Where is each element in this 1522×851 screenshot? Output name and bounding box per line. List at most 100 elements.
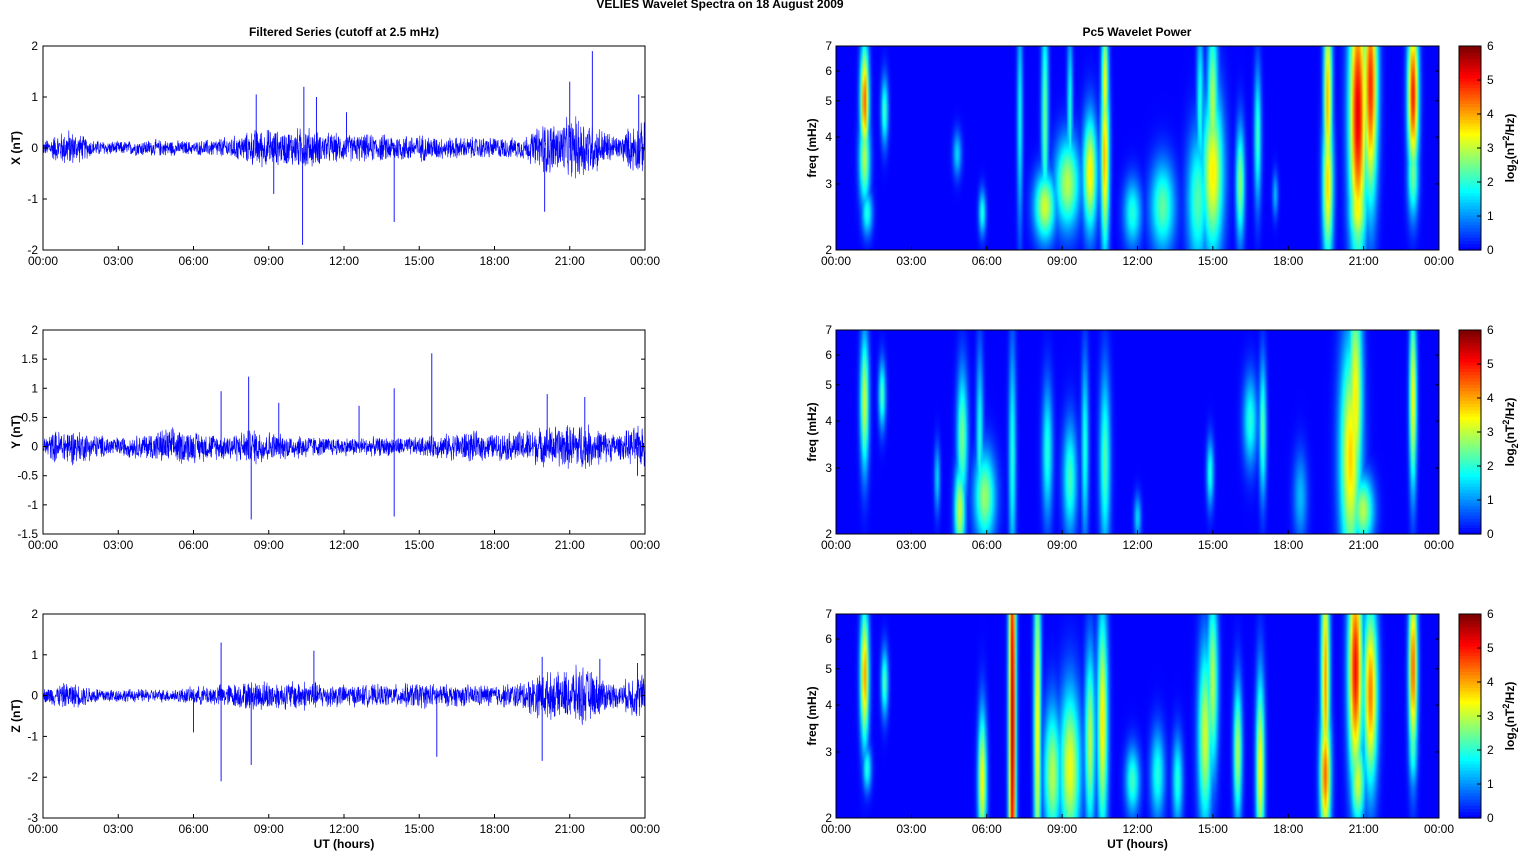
colorbar-tick-label: 0 — [1487, 811, 1494, 825]
colorbar-swatch — [1459, 211, 1481, 216]
colorbar-tick-label: 1 — [1487, 209, 1494, 223]
wavelet-power-panel-3: 2 3 4 5 6 7 00:00 03:00 06:00 09:00 12:00 15:00 18:0… — [805, 607, 1520, 836]
y-tick-label: -1 — [27, 729, 38, 743]
series-line — [42, 116, 646, 179]
colorbar-swatch — [1459, 132, 1481, 136]
colorbar-swatch — [1459, 444, 1481, 449]
colorbar-swatch — [1459, 763, 1481, 768]
heatmap-x-tick-label: 03:00 — [896, 254, 926, 268]
line-x-tick-label: 06:00 — [178, 254, 208, 268]
colorbar-swatch — [1459, 495, 1481, 500]
y-tick-label: -1 — [27, 498, 38, 512]
y-tick-label: 6 — [825, 348, 832, 362]
colorbar-swatch — [1459, 425, 1481, 430]
colorbar-swatch — [1459, 457, 1481, 462]
y-tick-label: 3 — [825, 177, 832, 191]
line-x-tick-label: 09:00 — [254, 538, 284, 552]
line-x-tick-label: 06:00 — [178, 822, 208, 836]
colorbar-swatch — [1459, 435, 1481, 439]
colorbar-swatch — [1459, 633, 1481, 637]
colorbar-swatch — [1459, 738, 1481, 743]
colorbar-swatch — [1459, 802, 1481, 806]
y-tick-label: 3 — [825, 461, 832, 475]
colorbar-label-part: 2 — [1501, 420, 1511, 425]
colorbar-swatch — [1459, 524, 1481, 529]
colorbar-swatch — [1459, 422, 1481, 427]
y-tick-label: 2 — [825, 811, 832, 825]
colorbar-tick-label: 2 — [1487, 743, 1494, 757]
colorbar-swatch — [1459, 498, 1481, 503]
colorbar-swatch — [1459, 760, 1481, 765]
heatmap-x-tick-label: 15:00 — [1198, 254, 1228, 268]
y-tick-label: 4 — [825, 698, 832, 712]
y-tick-label: 0 — [31, 689, 38, 703]
heatmap-x-tick-label: 12:00 — [1122, 822, 1152, 836]
colorbar-swatch — [1459, 170, 1481, 175]
colorbar-swatch — [1459, 731, 1481, 736]
colorbar-swatch — [1459, 52, 1481, 57]
colorbar-swatch — [1459, 779, 1481, 784]
colorbar-swatch — [1459, 141, 1481, 146]
heatmap-x-tick-label: 18:00 — [1273, 254, 1303, 268]
line-x-tick-label: 09:00 — [254, 254, 284, 268]
colorbar-swatch — [1459, 339, 1481, 344]
colorbar-swatch — [1459, 652, 1481, 657]
colorbar-tick-label: 6 — [1487, 39, 1494, 53]
colorbar-tick-label: 4 — [1487, 107, 1494, 121]
colorbar-swatch — [1459, 199, 1481, 203]
colorbar-swatch — [1459, 342, 1481, 347]
colorbar-swatch — [1459, 234, 1481, 238]
colorbar-swatch — [1459, 160, 1481, 165]
y-tick-label: 0 — [31, 440, 38, 454]
right-x-axis-label: UT (hours) — [1107, 837, 1168, 851]
colorbar-swatch — [1459, 722, 1481, 727]
filtered-series-panel-z: -3 -2 -1 0 1 2 00:00 03:00 06:00 09:00 12:00 15:00 1… — [9, 607, 660, 836]
colorbar-swatch — [1459, 361, 1481, 366]
y-tick-label: 3 — [825, 745, 832, 759]
y-tick-label: 0.5 — [21, 410, 38, 424]
colorbar-swatch — [1459, 479, 1481, 484]
colorbar-swatch — [1459, 202, 1481, 206]
colorbar-swatch — [1459, 770, 1481, 774]
colorbar-swatch — [1459, 661, 1481, 666]
colorbar-swatch — [1459, 49, 1481, 53]
colorbar-label-part: log — [1503, 448, 1517, 466]
colorbar-swatch — [1459, 144, 1481, 149]
heatmap-x-tick-label: 15:00 — [1198, 538, 1228, 552]
heatmap-x-tick-label: 21:00 — [1349, 822, 1379, 836]
line-x-tick-label: 15:00 — [404, 538, 434, 552]
colorbar-swatch — [1459, 106, 1481, 111]
y-tick-label: 2 — [31, 607, 38, 621]
colorbar-swatch — [1459, 614, 1481, 618]
colorbar-swatch — [1459, 782, 1481, 787]
colorbar-tick-label: 4 — [1487, 675, 1494, 689]
colorbar-tick-label: 0 — [1487, 243, 1494, 257]
line-x-tick-label: 21:00 — [555, 254, 585, 268]
colorbar-swatch — [1459, 221, 1481, 226]
y-tick-label: 0 — [31, 141, 38, 155]
y-axis-label: Y (nT) — [9, 415, 23, 449]
colorbar-swatch — [1459, 390, 1481, 395]
y-tick-label: -2 — [27, 770, 38, 784]
wavelet-power-image — [836, 46, 1439, 250]
colorbar-swatch — [1459, 138, 1481, 143]
colorbar-swatch — [1459, 642, 1481, 647]
colorbar-swatch — [1459, 700, 1481, 704]
colorbar-swatch — [1459, 754, 1481, 759]
colorbar-tick-label: 6 — [1487, 323, 1494, 337]
colorbar-label-part: (nT — [1503, 708, 1517, 727]
line-x-tick-label: 18:00 — [479, 254, 509, 268]
colorbar-swatch — [1459, 100, 1481, 104]
colorbar-swatch — [1459, 112, 1481, 117]
colorbar-swatch — [1459, 441, 1481, 446]
colorbar-swatch — [1459, 358, 1481, 363]
colorbar-swatch — [1459, 176, 1481, 181]
heatmap-x-tick-label: 00:00 — [821, 254, 851, 268]
colorbar-swatch — [1459, 393, 1481, 398]
heatmap-x-tick-label: 03:00 — [896, 538, 926, 552]
y-tick-label: 6 — [825, 632, 832, 646]
colorbar-swatch — [1459, 649, 1481, 653]
colorbar-swatch — [1459, 463, 1481, 468]
line-x-tick-label: 00:00 — [28, 254, 58, 268]
